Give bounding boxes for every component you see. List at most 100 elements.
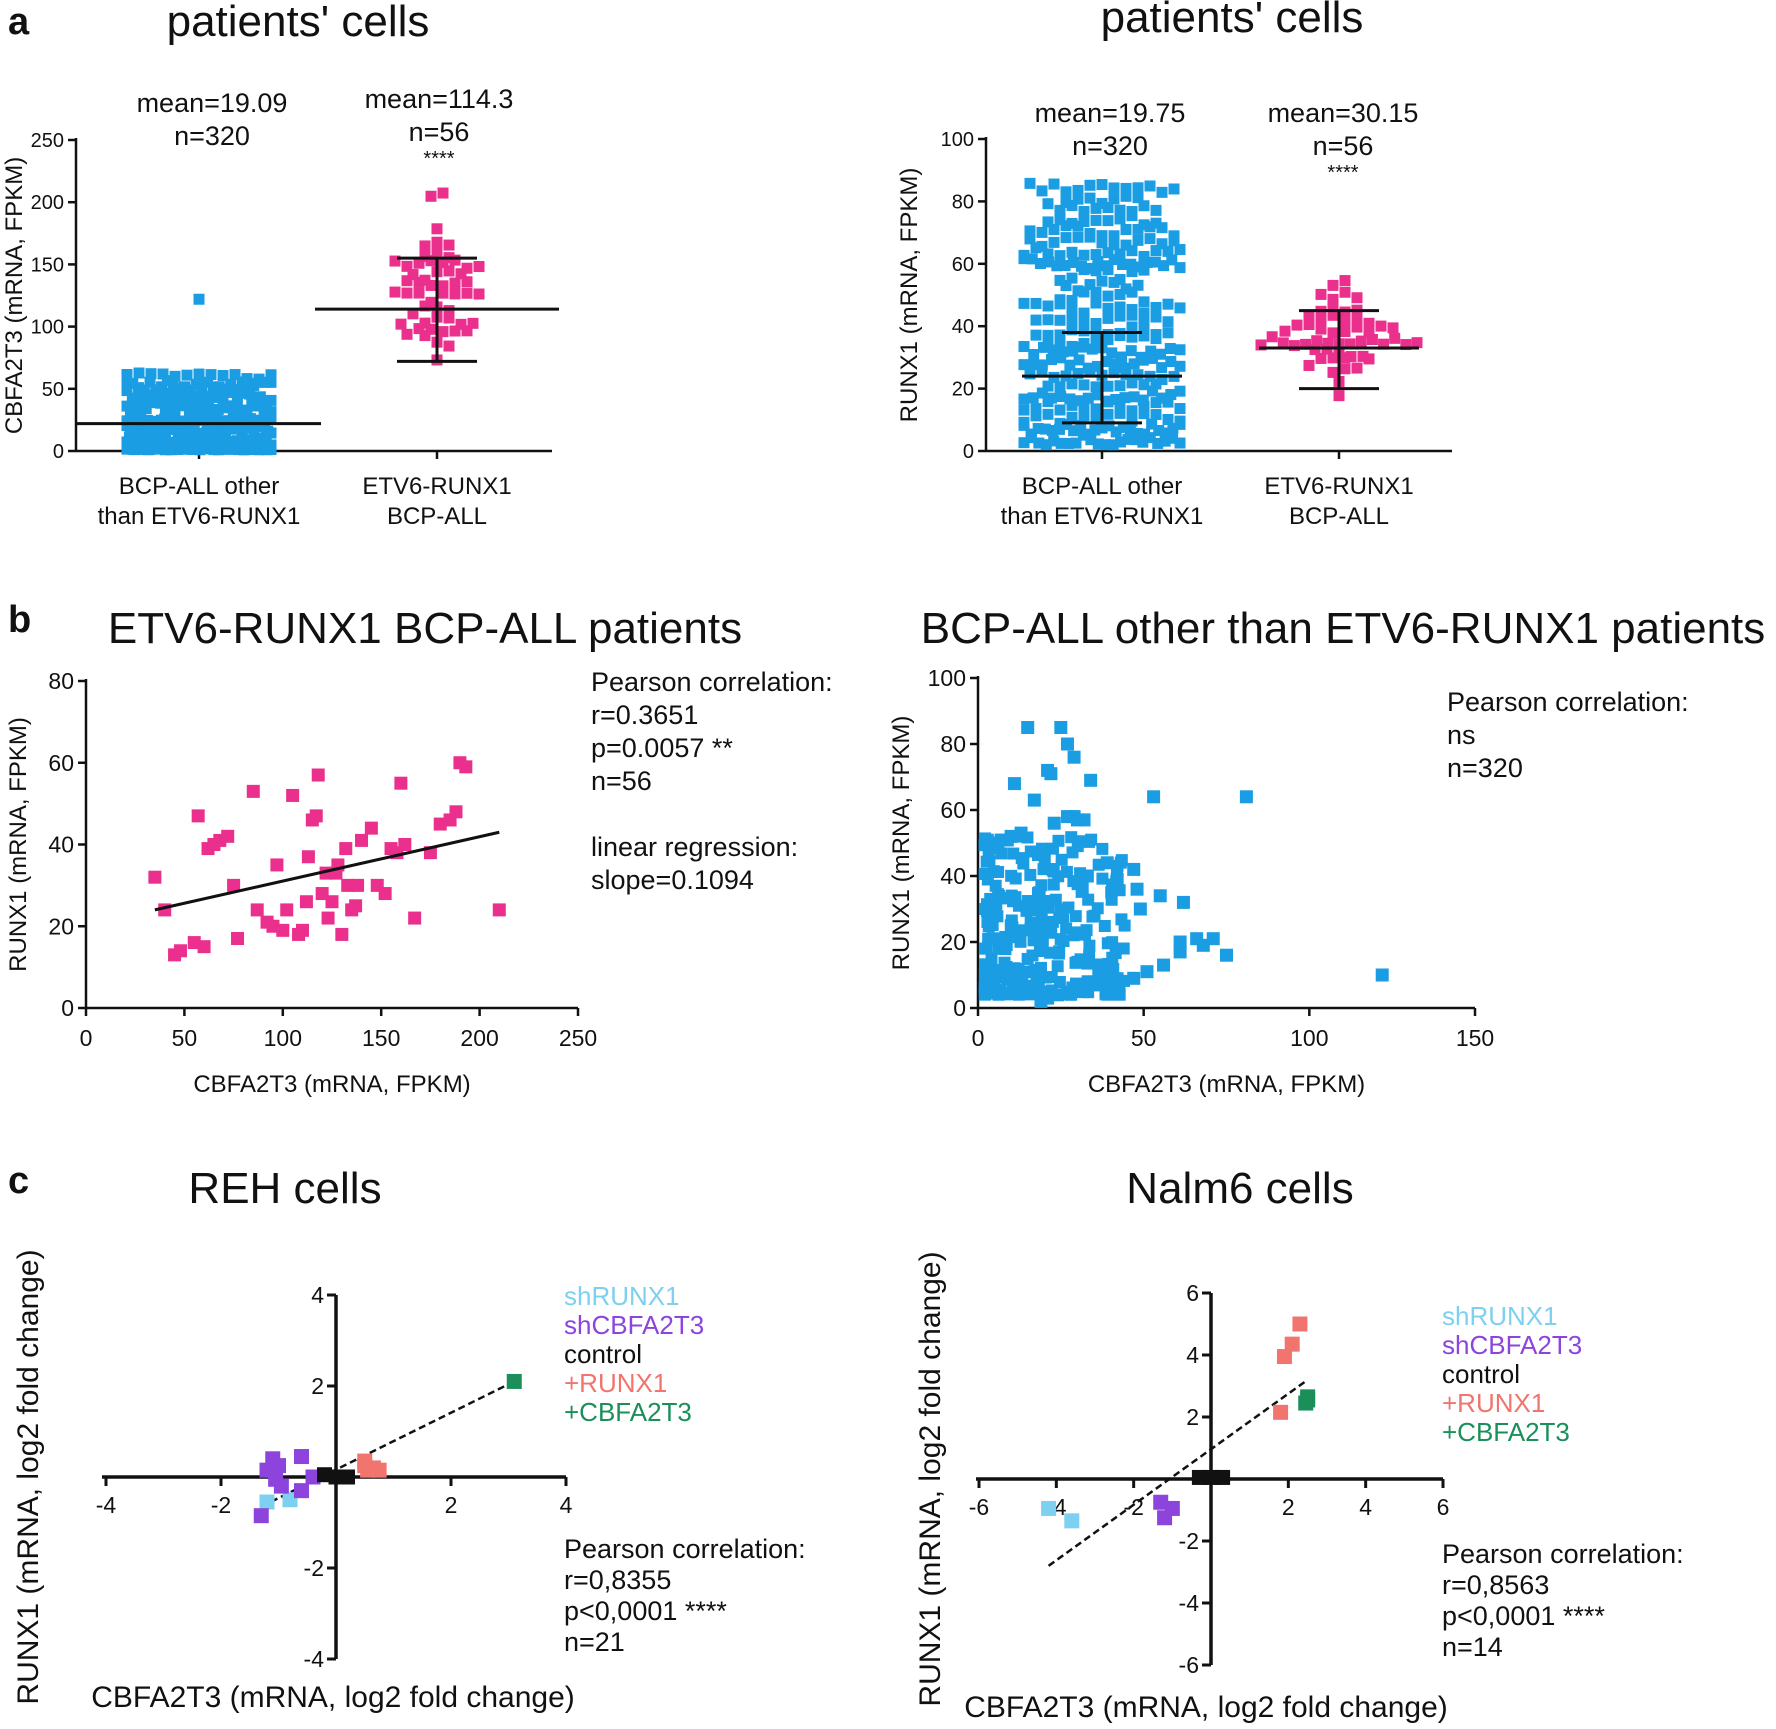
data-point bbox=[1126, 245, 1138, 257]
data-point bbox=[1066, 217, 1078, 229]
data-point bbox=[1114, 204, 1126, 216]
data-point bbox=[1114, 380, 1126, 392]
data-point bbox=[389, 255, 401, 267]
data-point bbox=[433, 817, 447, 831]
data-point bbox=[1042, 198, 1054, 210]
data-point bbox=[1064, 359, 1076, 371]
x-axis-label: CBFA2T3 (mRNA, FPKM) bbox=[193, 1071, 470, 1098]
data-point bbox=[1018, 359, 1030, 371]
data-point bbox=[1040, 439, 1052, 451]
data-point bbox=[1339, 352, 1351, 364]
data-point bbox=[1309, 344, 1321, 356]
data-point bbox=[1090, 317, 1102, 329]
data-point bbox=[148, 389, 160, 401]
data-point bbox=[1150, 333, 1162, 345]
data-point bbox=[1138, 330, 1150, 342]
data-point bbox=[1108, 230, 1120, 242]
data-point bbox=[1108, 193, 1120, 205]
stats-annotation: n=14 bbox=[1442, 1632, 1503, 1662]
data-point bbox=[1004, 919, 1017, 932]
data-point bbox=[311, 768, 325, 782]
x-tick-label: 2 bbox=[445, 1492, 458, 1518]
data-point bbox=[419, 250, 431, 262]
data-point bbox=[1174, 418, 1186, 430]
x-tick-label: -6 bbox=[969, 1494, 989, 1520]
data-point bbox=[1096, 842, 1109, 855]
data-point bbox=[219, 430, 231, 442]
data-point bbox=[1162, 414, 1174, 426]
data-point bbox=[132, 393, 144, 405]
data-point bbox=[1114, 213, 1126, 225]
data-point bbox=[203, 397, 215, 409]
data-point bbox=[425, 323, 437, 335]
data-point bbox=[1047, 344, 1059, 356]
data-point bbox=[378, 887, 392, 901]
data-point bbox=[1126, 377, 1138, 389]
data-point bbox=[1126, 331, 1138, 343]
data-point bbox=[1167, 432, 1179, 444]
data-point bbox=[205, 369, 217, 381]
data-point bbox=[1098, 919, 1111, 932]
data-point bbox=[315, 887, 329, 901]
data-point bbox=[1092, 256, 1104, 268]
data-point bbox=[1100, 439, 1112, 451]
data-point bbox=[193, 368, 205, 380]
data-point bbox=[1016, 924, 1029, 937]
data-point bbox=[265, 376, 277, 388]
data-point bbox=[156, 381, 168, 393]
data-point bbox=[401, 328, 413, 340]
data-point bbox=[1159, 435, 1171, 447]
data-point bbox=[1156, 362, 1168, 374]
y-tick-label: 40 bbox=[940, 863, 966, 889]
panel-label-a: a bbox=[8, 1, 30, 43]
data-point bbox=[1035, 913, 1048, 926]
data-point bbox=[1054, 381, 1066, 393]
stats-annotation: slope=0.1094 bbox=[591, 865, 754, 895]
data-point-control bbox=[1191, 1469, 1207, 1485]
data-point bbox=[1036, 364, 1048, 376]
data-point bbox=[1140, 965, 1154, 979]
y-tick-label: -2 bbox=[1179, 1528, 1199, 1554]
data-point bbox=[1146, 352, 1158, 364]
y-tick-label: 40 bbox=[952, 316, 974, 338]
data-point bbox=[1255, 339, 1267, 351]
data-point bbox=[1059, 260, 1071, 272]
data-point bbox=[335, 927, 349, 941]
data-point bbox=[431, 223, 443, 235]
data-point bbox=[413, 276, 425, 288]
data-point bbox=[473, 288, 485, 300]
data-point bbox=[1070, 437, 1082, 449]
data-point bbox=[1114, 301, 1126, 313]
stats-annotation: ns bbox=[1447, 720, 1476, 750]
x-tick-label: 4 bbox=[1359, 1494, 1372, 1520]
data-point bbox=[1174, 262, 1186, 274]
data-point bbox=[1042, 380, 1054, 392]
data-point-control bbox=[340, 1469, 355, 1485]
data-point bbox=[1060, 196, 1072, 208]
data-point bbox=[1357, 350, 1369, 362]
data-point bbox=[1078, 400, 1090, 412]
data-point bbox=[1061, 418, 1073, 430]
data-point bbox=[1030, 297, 1042, 309]
data-point bbox=[1090, 978, 1104, 992]
data-point bbox=[231, 407, 243, 419]
data-point bbox=[202, 376, 214, 388]
legend-entry: +RUNX1 bbox=[564, 1368, 667, 1398]
data-point bbox=[1158, 260, 1170, 272]
data-point bbox=[1344, 338, 1356, 350]
data-point bbox=[419, 317, 431, 329]
data-point bbox=[398, 838, 412, 851]
data-point bbox=[1060, 220, 1072, 232]
data-point bbox=[1387, 322, 1399, 334]
data-point bbox=[203, 416, 215, 428]
data-point bbox=[133, 367, 145, 379]
data-point bbox=[1138, 296, 1150, 308]
data-point bbox=[1060, 232, 1072, 244]
data-point bbox=[1117, 942, 1130, 955]
x-tick-label: -2 bbox=[1123, 1494, 1143, 1520]
data-point bbox=[1030, 242, 1042, 254]
data-point bbox=[1144, 180, 1156, 192]
data-point bbox=[1107, 439, 1119, 451]
stats-annotation: linear regression: bbox=[591, 832, 798, 862]
data-point bbox=[1411, 337, 1423, 349]
